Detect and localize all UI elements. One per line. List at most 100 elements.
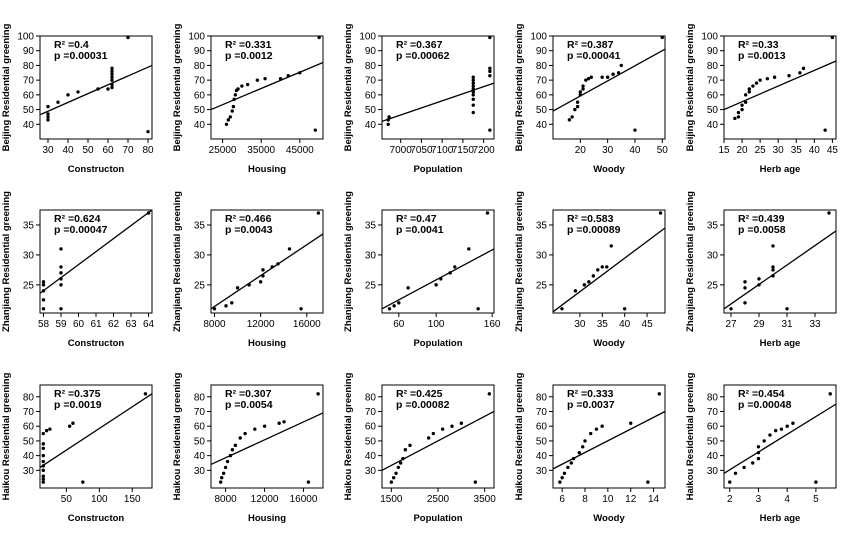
r-squared-label: R² =0.454 — [738, 388, 785, 400]
x-tick-label: 3500 — [474, 494, 497, 505]
data-point — [228, 453, 233, 458]
data-points — [729, 211, 831, 311]
data-point — [212, 307, 217, 311]
y-axis-label: Beijing Residential greening — [343, 23, 354, 151]
x-axis-label: Population — [413, 164, 462, 175]
data-point — [756, 456, 761, 461]
x-tick-label: 7100 — [431, 145, 454, 156]
y-axis-label: Beijing Residential greening — [685, 23, 696, 151]
y-tick-label: 35 — [194, 220, 206, 231]
r-squared-label: R² =0.367 — [396, 39, 443, 51]
y-tick-label: 80 — [23, 392, 35, 403]
data-point — [448, 271, 452, 275]
scatter-panel-14: 6 8 10 12 14 30 40 50 60 70 80 Woody Haikou Resident… — [514, 372, 666, 524]
x-tick-label: 58 — [38, 319, 50, 330]
x-axis-label: Herb age — [760, 164, 801, 175]
data-point — [41, 307, 46, 311]
data-point — [733, 471, 738, 475]
data-point — [143, 392, 148, 396]
x-tick-label: 4 — [784, 494, 790, 505]
data-point — [772, 75, 777, 79]
y-tick-label: 70 — [536, 76, 548, 87]
y-tick-label: 60 — [23, 90, 35, 101]
data-point — [67, 424, 72, 428]
data-points — [387, 211, 490, 311]
x-tick-label: 30 — [773, 145, 785, 156]
y-tick-label: 90 — [707, 46, 719, 57]
regression-line — [381, 82, 495, 122]
x-tick-label: 5 — [813, 494, 819, 505]
data-point — [224, 304, 228, 308]
data-point — [286, 74, 290, 78]
x-tick-label: 62 — [108, 319, 120, 330]
y-tick-label: 90 — [23, 46, 35, 57]
y-tick-label: 50 — [194, 105, 206, 116]
data-point — [431, 431, 436, 436]
x-axis: 50 100 150 — [61, 488, 141, 505]
data-point — [801, 66, 806, 71]
scatter-panel-4: 20 30 40 50 40 50 60 70 80 90 100 Woody Beijing Resi… — [514, 23, 668, 175]
data-point — [387, 115, 391, 119]
x-tick-label: 60 — [102, 145, 114, 156]
y-tick-label: 100 — [17, 32, 34, 43]
data-point — [633, 128, 637, 132]
x-tick-label: 40 — [629, 145, 641, 156]
r-squared-label: R² =0.624 — [54, 213, 101, 225]
data-point — [575, 104, 580, 109]
scatter-panel-2: 25000 35000 45000 40 50 60 70 80 90 100 Housing Bei… — [172, 23, 324, 175]
x-axis-label: Woody — [593, 338, 625, 349]
y-tick-label: 25 — [707, 280, 719, 291]
p-value-label: p =0.0012 — [225, 50, 273, 62]
x-tick-label: 40 — [619, 319, 631, 330]
y-axis-label: Zhanjiang Residential greening — [514, 191, 525, 332]
data-point — [569, 461, 573, 465]
y-tick-label: 25 — [536, 280, 548, 291]
x-tick-label: 33 — [809, 319, 821, 330]
data-point — [728, 480, 732, 484]
y-tick-label: 60 — [365, 90, 377, 101]
data-point — [146, 129, 150, 134]
data-point — [571, 456, 576, 461]
p-value-label: p =0.00047 — [54, 224, 108, 236]
y-tick-label: 70 — [707, 407, 719, 418]
data-point — [459, 421, 464, 425]
y-tick-label: 30 — [365, 466, 377, 477]
scatter-panel-7: 8000 12000 16000 25 30 35 Housing Zhanjiang Res… — [172, 191, 324, 349]
y-tick-label: 30 — [23, 250, 35, 261]
scatter-panel-12: 8000 12000 16000 30 40 50 60 70 80 Housing Haikou … — [172, 372, 324, 524]
data-point — [270, 265, 274, 269]
x-tick-label: 30 — [42, 145, 54, 156]
data-point — [830, 35, 835, 40]
data-point — [758, 78, 762, 82]
data-points — [224, 35, 321, 132]
y-tick-label: 80 — [194, 392, 206, 403]
x-axis: 60 100 160 — [393, 313, 501, 330]
y-axis: 25 30 35 — [365, 220, 382, 291]
data-point — [46, 118, 50, 122]
data-point — [560, 476, 564, 480]
y-tick-label: 50 — [23, 436, 35, 447]
data-point — [743, 286, 747, 290]
x-tick-label: 60 — [73, 319, 85, 330]
data-point — [231, 104, 236, 109]
x-tick-label: 10 — [602, 494, 614, 505]
x-tick-label: 2 — [727, 494, 733, 505]
y-tick-label: 25 — [365, 280, 377, 291]
data-point — [235, 286, 240, 290]
data-point — [59, 271, 63, 275]
y-axis-label: Beijing Residential greening — [1, 23, 12, 151]
x-tick-label: 16000 — [293, 319, 321, 330]
regression-line — [552, 48, 666, 112]
y-tick-label: 80 — [707, 392, 719, 403]
data-point — [582, 283, 587, 287]
plot-frame — [552, 35, 666, 140]
data-point — [771, 274, 775, 278]
data-point — [570, 115, 574, 119]
data-point — [59, 265, 63, 269]
data-point — [41, 453, 45, 458]
data-point — [278, 76, 283, 81]
data-point — [757, 277, 761, 281]
r-squared-label: R² =0.333 — [567, 388, 614, 400]
x-tick-label: 1500 — [380, 494, 403, 505]
regression-line — [210, 61, 324, 111]
